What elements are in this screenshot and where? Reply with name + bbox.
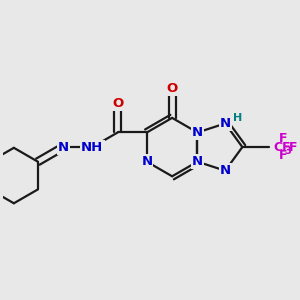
Text: N: N: [220, 117, 231, 130]
Text: O: O: [112, 97, 123, 110]
Text: H: H: [233, 113, 243, 123]
Text: F: F: [289, 141, 298, 154]
Text: N: N: [141, 155, 152, 168]
Text: CF: CF: [273, 141, 291, 154]
Text: 3: 3: [284, 146, 291, 156]
Text: N: N: [220, 164, 231, 177]
Text: F: F: [279, 132, 287, 145]
Text: O: O: [167, 82, 178, 95]
Text: NH: NH: [81, 141, 104, 154]
Text: N: N: [58, 141, 69, 154]
Text: N: N: [192, 126, 203, 139]
Text: N: N: [192, 155, 203, 168]
Text: F: F: [279, 149, 287, 162]
